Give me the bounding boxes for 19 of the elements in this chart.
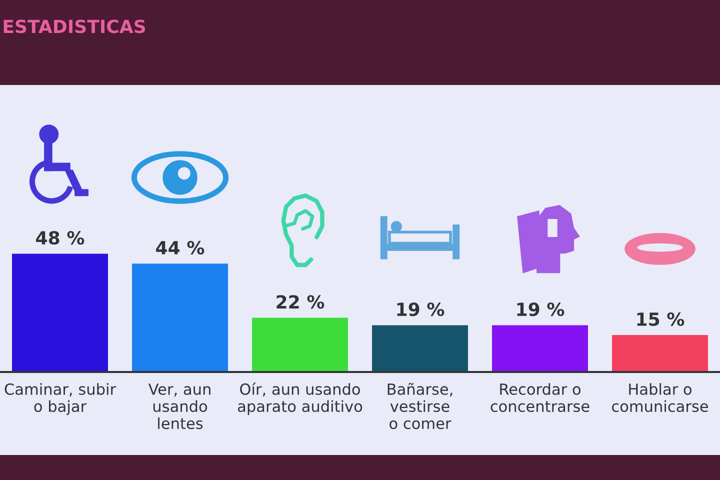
x-tick-label: Hablar o comunicarse	[612, 383, 708, 412]
chart-title: ESTADISTICAS	[4, 20, 146, 34]
x-tick-label: Recordar o concentrarse	[490, 383, 590, 412]
x-tick-label: Bañarse, vestirse o comer	[388, 382, 452, 430]
x-tick-label: Caminar, subir o bajar	[4, 383, 116, 416]
bar	[612, 335, 708, 372]
data-label: 44 %	[156, 240, 204, 255]
data-label: 22 %	[276, 295, 324, 309]
data-label: 19 %	[517, 302, 564, 316]
bar	[132, 264, 228, 372]
bar	[12, 254, 108, 372]
bar	[492, 325, 588, 372]
bar	[372, 325, 468, 372]
x-tick-label: Oír, aun usando aparato auditivo	[238, 382, 362, 416]
data-label: 48 %	[36, 231, 84, 245]
x-tick-label: Ver, aun usando lentes	[148, 384, 210, 430]
bar	[252, 318, 348, 372]
data-label: 15 %	[637, 312, 684, 326]
data-label: 19 %	[397, 302, 444, 316]
